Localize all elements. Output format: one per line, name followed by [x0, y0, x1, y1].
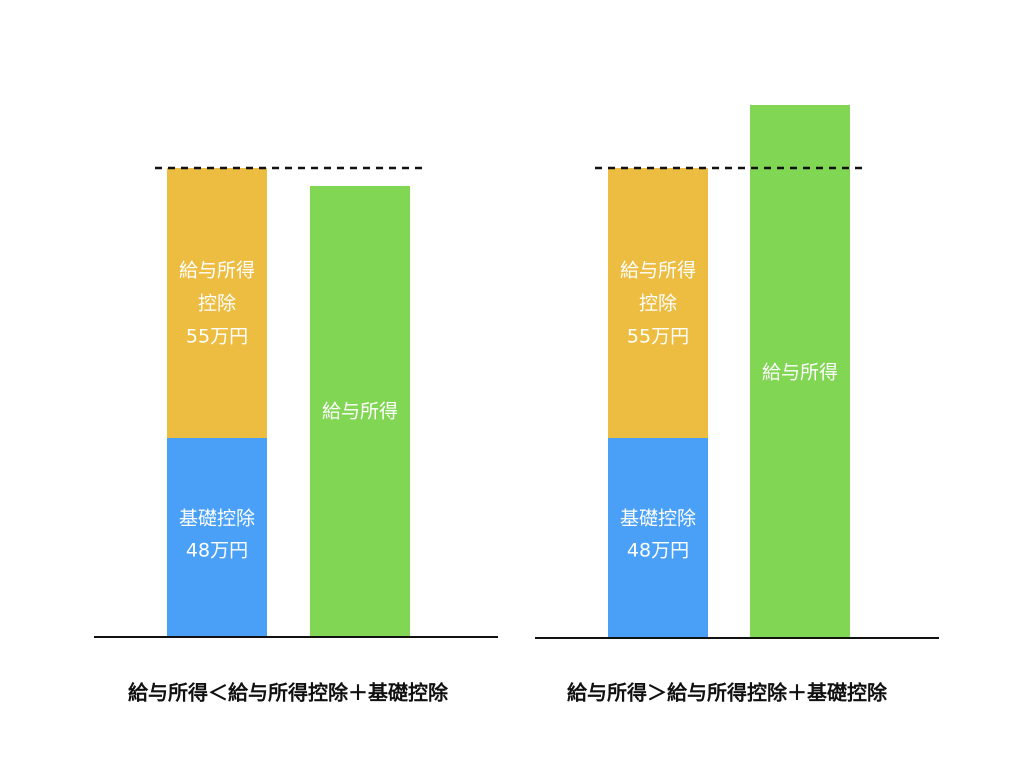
salary-income-text: 給与所得	[322, 401, 398, 423]
salary-deduction-text: 給与所得	[620, 260, 696, 282]
basic-deduction-text: 48万円	[186, 540, 248, 562]
panel-right: 給与所得 控除 55万円 基礎控除 48万円 給与所得 給与所得＞給与所得控除＋…	[535, 105, 939, 705]
salary-deduction-text: 55万円	[186, 326, 248, 348]
salary-deduction-block	[608, 168, 708, 438]
basic-deduction-text: 基礎控除	[620, 508, 696, 530]
basic-deduction-text: 48万円	[627, 540, 689, 562]
salary-income-text: 給与所得	[762, 362, 838, 384]
basic-deduction-block	[167, 438, 267, 637]
salary-deduction-text: 55万円	[627, 326, 689, 348]
salary-deduction-text: 控除	[198, 293, 236, 315]
salary-income-block	[750, 105, 850, 637]
salary-deduction-text: 控除	[639, 293, 677, 315]
basic-deduction-text: 基礎控除	[179, 508, 255, 530]
panel-left: 給与所得 控除 55万円 基礎控除 48万円 給与所得 給与所得＜給与所得控除＋…	[94, 166, 498, 705]
caption: 給与所得＞給与所得控除＋基礎控除	[567, 681, 888, 705]
caption: 給与所得＜給与所得控除＋基礎控除	[128, 681, 449, 705]
salary-deduction-text: 給与所得	[179, 260, 255, 282]
salary-deduction-block	[167, 168, 267, 438]
basic-deduction-block	[608, 438, 708, 637]
salary-income-block	[310, 186, 410, 637]
